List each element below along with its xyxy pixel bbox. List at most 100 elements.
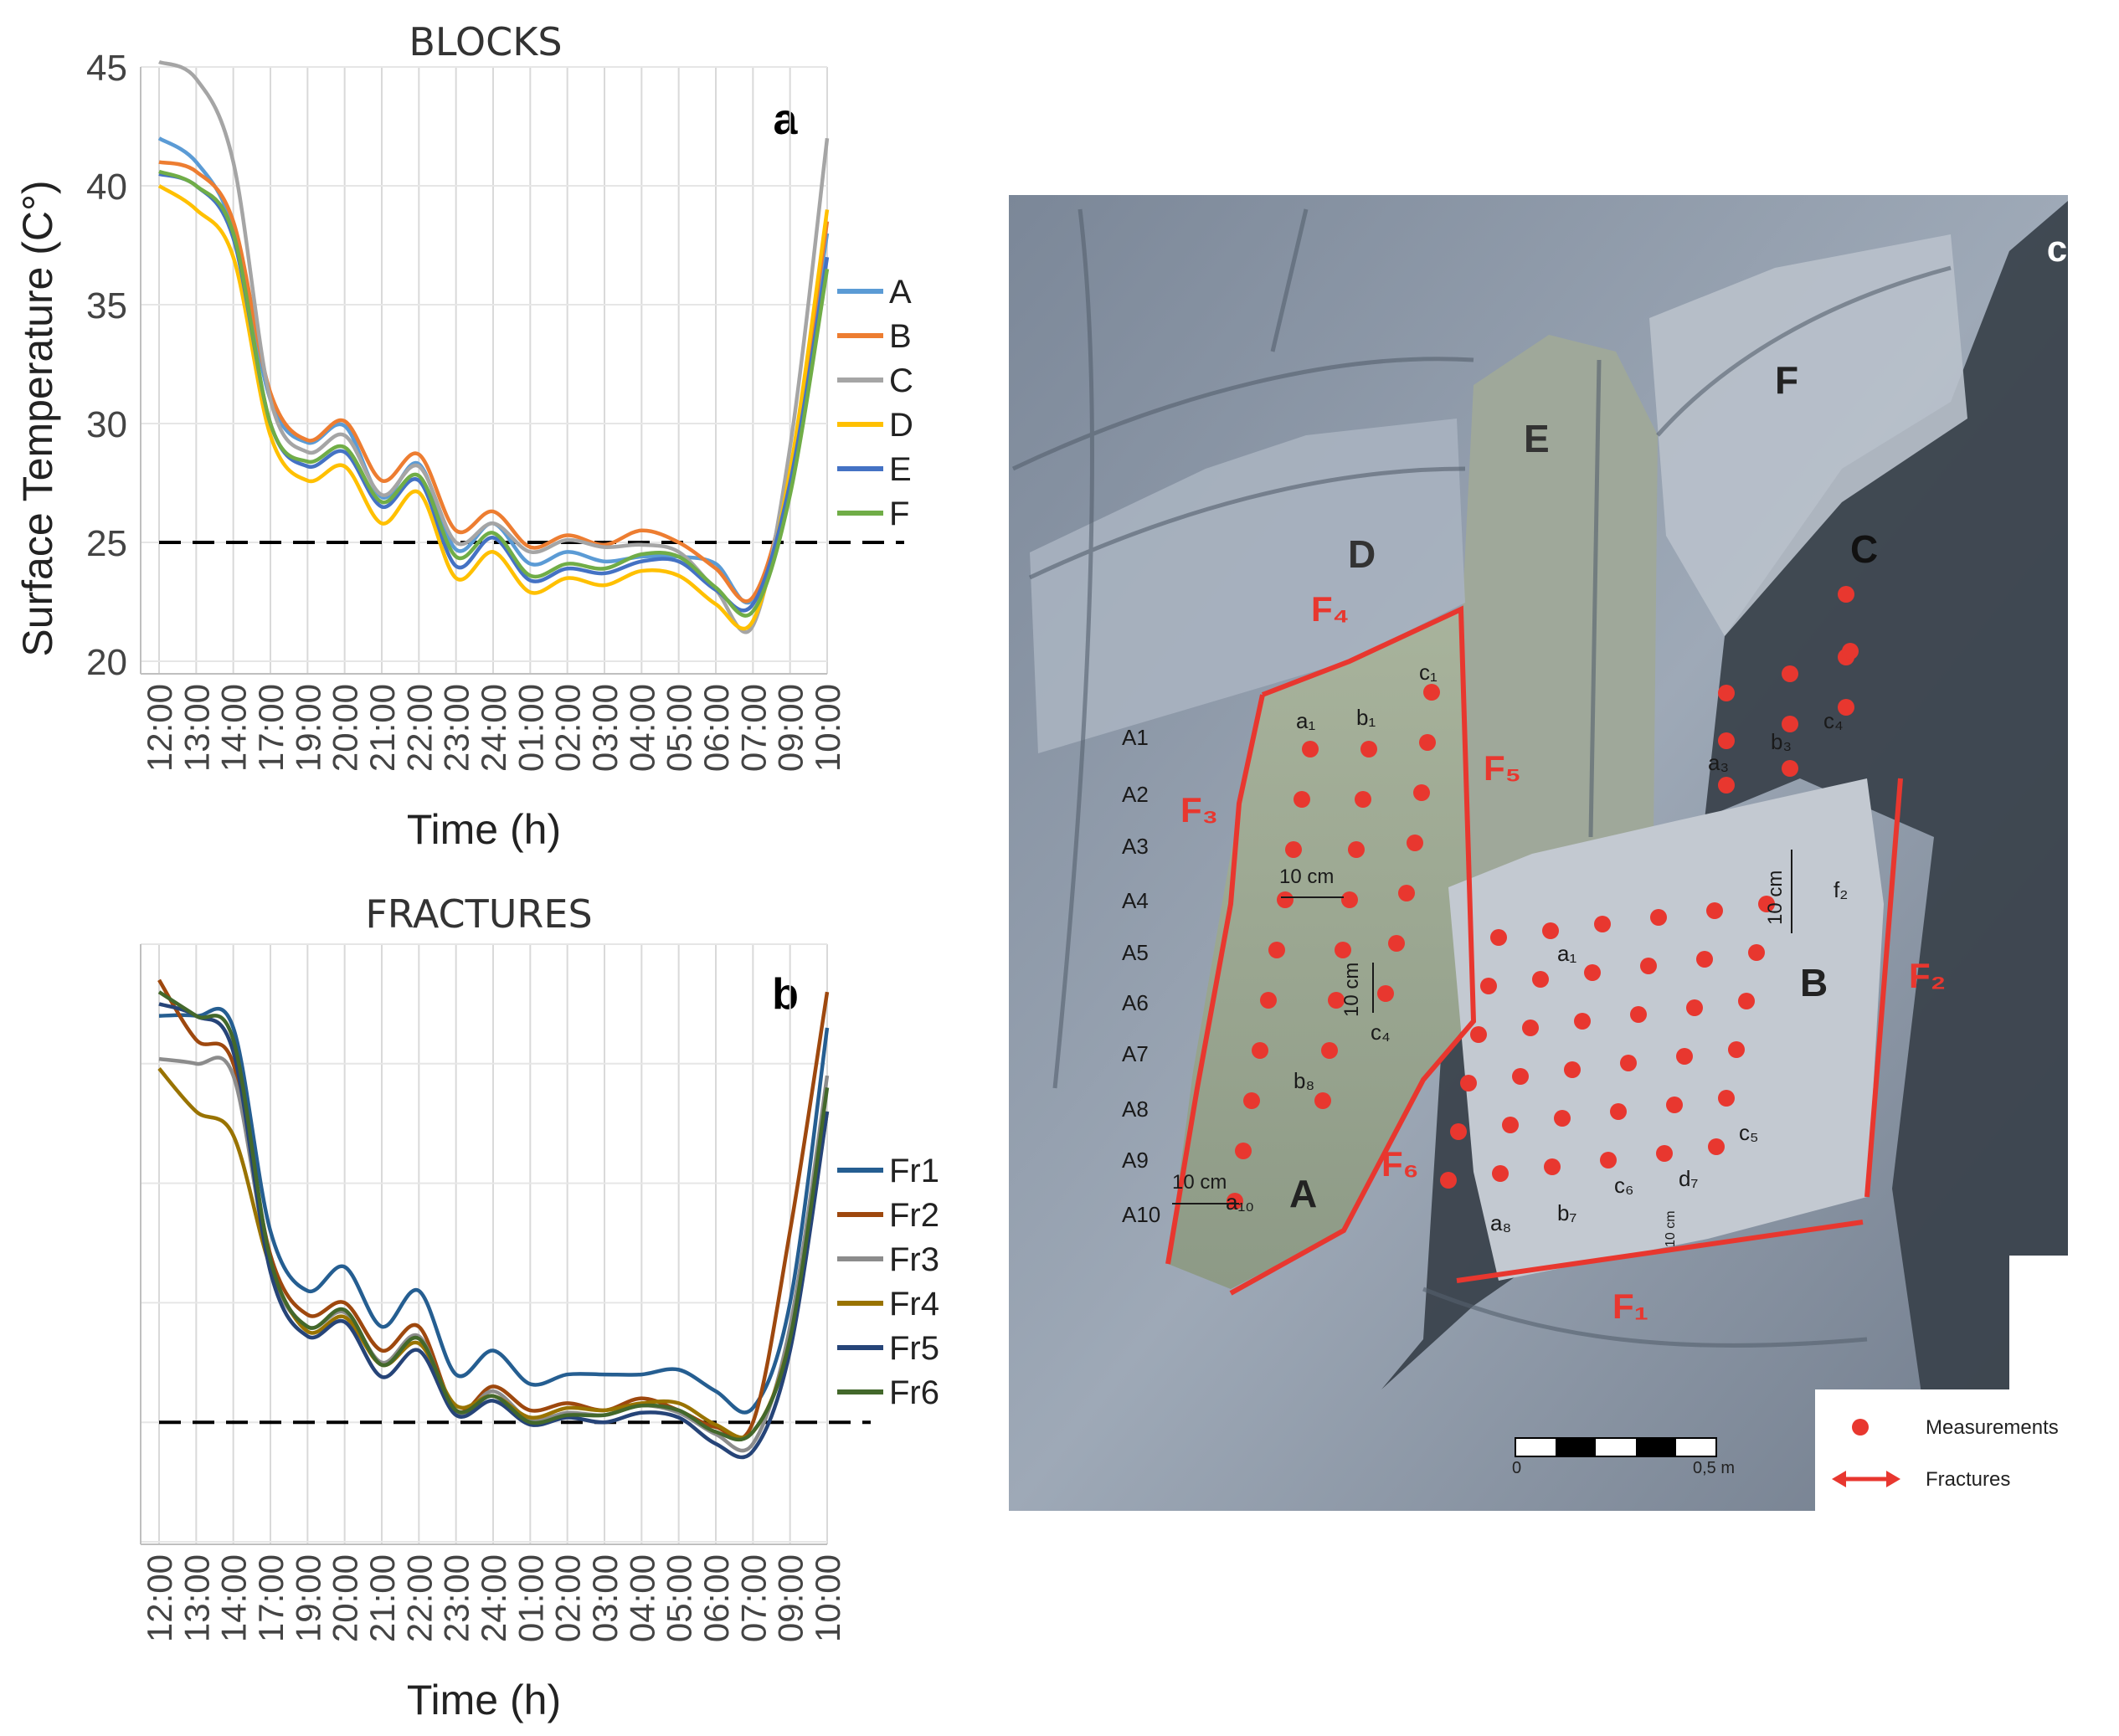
x-tick-label: 04:00 bbox=[622, 1554, 661, 1642]
x-tick-label: 20:00 bbox=[326, 1554, 365, 1642]
x-tick-label: 12:00 bbox=[140, 684, 179, 772]
blocks-chart-title: BLOCKS bbox=[409, 19, 562, 64]
fractures-x-axis-label: Time (h) bbox=[407, 1677, 561, 1723]
measurement-point bbox=[1666, 1097, 1683, 1113]
x-tick-label: 02:00 bbox=[548, 684, 588, 772]
point-label: d₇ bbox=[1679, 1166, 1698, 1191]
measurement-point bbox=[1512, 1068, 1529, 1085]
measurement-point bbox=[1398, 885, 1415, 901]
panel-b-label: b bbox=[772, 970, 799, 1019]
measurement-point bbox=[1235, 1143, 1252, 1159]
block-a-measurement-points bbox=[1227, 684, 1440, 1210]
measurement-point bbox=[1782, 665, 1798, 682]
series-line-fr6 bbox=[157, 990, 830, 1442]
y-tick-label: 40 bbox=[86, 167, 127, 208]
measurement-point bbox=[1706, 902, 1723, 919]
x-tick-label: 06:00 bbox=[697, 684, 736, 772]
x-tick-label: 05:00 bbox=[660, 1554, 699, 1642]
measurement-point bbox=[1782, 760, 1798, 777]
row-label: A8 bbox=[1122, 1097, 1149, 1122]
photo-legend-box bbox=[1815, 1389, 2068, 1511]
blocks-grid bbox=[141, 66, 828, 674]
block-label-d: D bbox=[1348, 532, 1376, 576]
fractures-chart-title: FRACTURES bbox=[365, 891, 592, 937]
measurement-point bbox=[1355, 791, 1371, 808]
rock-outcrop-photo: A B C D E F F₁ F₂ F₃ F₄ F₅ F₆ A1 A2 A3 A4 A5… bbox=[1009, 195, 2068, 1511]
measurement-point bbox=[1620, 1055, 1637, 1071]
point-label: b₁ bbox=[1356, 705, 1376, 730]
fracture-label-f3: F₃ bbox=[1180, 790, 1218, 829]
measurement-point bbox=[1842, 643, 1859, 660]
block-label-c: C bbox=[1850, 527, 1878, 571]
measurement-point bbox=[1268, 942, 1285, 958]
measurement-point bbox=[1490, 929, 1507, 946]
point-label: b₇ bbox=[1557, 1200, 1576, 1225]
row-label: A6 bbox=[1122, 990, 1149, 1015]
measurement-point bbox=[1544, 1158, 1561, 1175]
measurement-point bbox=[1321, 1042, 1338, 1059]
legend-entry-fr5: Fr5 bbox=[889, 1330, 939, 1367]
legend-entry-a: A bbox=[889, 274, 912, 311]
scale-text: 10 cm bbox=[1279, 865, 1334, 888]
series-line-d bbox=[157, 184, 830, 631]
measurement-point bbox=[1413, 784, 1430, 801]
point-label: a₃ bbox=[1708, 750, 1729, 775]
measurement-point bbox=[1650, 909, 1667, 926]
block-label-b: B bbox=[1800, 961, 1828, 1004]
measurement-point bbox=[1610, 1103, 1627, 1120]
measurement-point bbox=[1708, 1138, 1725, 1155]
x-tick-label: 06:00 bbox=[697, 1554, 736, 1642]
legend-entry-fr1: Fr1 bbox=[889, 1153, 939, 1189]
fractures-series-group bbox=[157, 978, 830, 1460]
legend-entry-fr4: Fr4 bbox=[889, 1286, 939, 1323]
block-b-measurement-points bbox=[1440, 896, 1775, 1189]
measurement-marker-icon bbox=[1852, 1419, 1869, 1436]
measurement-point bbox=[1294, 791, 1310, 808]
measurement-point bbox=[1728, 1041, 1745, 1058]
x-tick-label: 09:00 bbox=[771, 1554, 810, 1642]
x-tick-label: 02:00 bbox=[548, 1554, 588, 1642]
x-tick-label: 03:00 bbox=[585, 1554, 625, 1642]
legend-fractures: Fractures bbox=[1926, 1468, 2010, 1491]
fracture-outline-a-right bbox=[1229, 605, 1477, 1296]
measurement-point bbox=[1335, 942, 1351, 958]
x-tick-label: 10:00 bbox=[808, 684, 847, 772]
x-tick-label: 14:00 bbox=[214, 684, 254, 772]
measurement-point bbox=[1277, 891, 1294, 908]
block-a-surface bbox=[1168, 611, 1469, 1289]
measurement-point bbox=[1377, 985, 1394, 1002]
x-tick-label: 14:00 bbox=[214, 1554, 254, 1642]
blocks-chart: BLOCKS a 20 25 30 35 40 45 Surface Temperatur… bbox=[14, 19, 913, 853]
measurement-point bbox=[1260, 992, 1277, 1009]
measurement-point bbox=[1554, 1110, 1571, 1127]
measurement-point bbox=[1718, 777, 1735, 794]
scale-text: 10 cm bbox=[1664, 1210, 1678, 1247]
block-f-surface bbox=[1649, 234, 1967, 636]
row-label: A9 bbox=[1122, 1148, 1149, 1173]
point-label: a₁ bbox=[1296, 708, 1315, 733]
x-tick-label: 10:00 bbox=[808, 1554, 847, 1642]
point-label: c₅ bbox=[1739, 1120, 1758, 1145]
measurement-point bbox=[1285, 841, 1302, 858]
scale-bar-zero: 0 bbox=[1512, 1459, 1521, 1477]
point-labels: a₁ b₁ c₁ c₄ b₈ a₁₀ a₁ f₂ a₈ b₇ c₆ d₇ c₅ … bbox=[1226, 660, 1848, 1235]
fracture-label-f5: F₅ bbox=[1484, 748, 1521, 788]
measurement-point bbox=[1584, 964, 1601, 981]
measurement-point bbox=[1252, 1042, 1268, 1059]
blocks-y-ticks: 20 25 30 35 40 45 bbox=[86, 48, 127, 683]
x-tick-label: 17:00 bbox=[251, 684, 291, 772]
measurement-point bbox=[1341, 891, 1358, 908]
fracture-label-f1: F₁ bbox=[1612, 1287, 1648, 1326]
x-tick-label: 13:00 bbox=[177, 1554, 216, 1642]
y-tick-label: 35 bbox=[86, 285, 127, 326]
point-label: b₃ bbox=[1771, 729, 1792, 754]
measurement-point bbox=[1502, 1117, 1519, 1133]
measurement-point bbox=[1574, 1013, 1591, 1030]
measurement-point bbox=[1460, 1075, 1477, 1091]
measurement-point bbox=[1564, 1061, 1581, 1078]
measurement-point bbox=[1718, 685, 1735, 701]
point-label: a₁ bbox=[1557, 941, 1576, 966]
x-tick-label: 20:00 bbox=[326, 684, 365, 772]
measurement-point bbox=[1738, 993, 1755, 1009]
row-labels: A1 A2 A3 A4 A5 A6 A7 A8 A9 A10 bbox=[1122, 725, 1160, 1227]
